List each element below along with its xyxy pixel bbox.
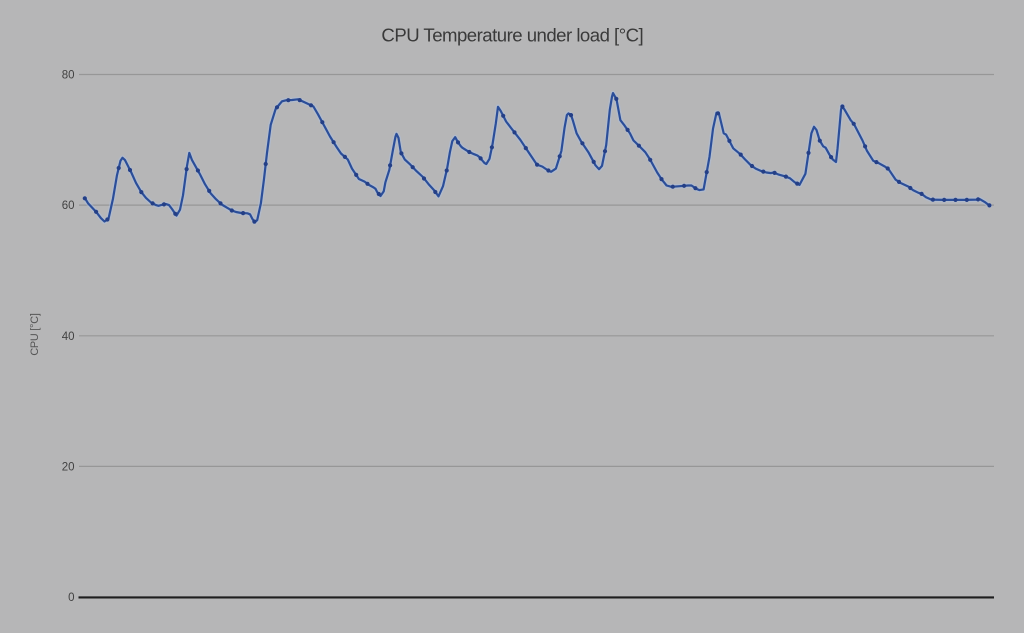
svg-text:60: 60	[62, 200, 75, 212]
svg-text:40: 40	[62, 331, 75, 343]
svg-text:80: 80	[62, 70, 75, 82]
svg-text:20: 20	[62, 462, 75, 474]
svg-text:CPU [°C]: CPU [°C]	[29, 313, 41, 356]
svg-text:0: 0	[68, 592, 74, 604]
svg-text:CPU Temperature under load [°C: CPU Temperature under load [°C]	[381, 25, 643, 46]
